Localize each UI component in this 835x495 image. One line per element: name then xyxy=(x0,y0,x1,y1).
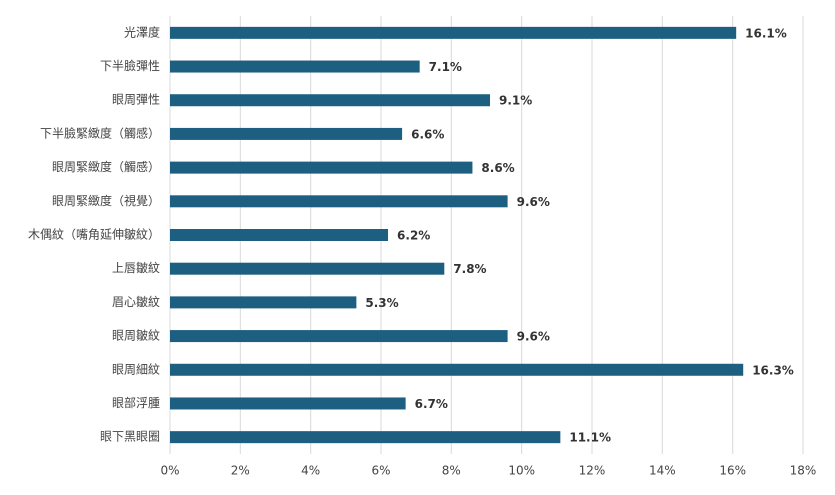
bar xyxy=(170,262,445,275)
bar xyxy=(170,363,744,376)
x-tick-label: 16% xyxy=(719,464,746,478)
bar xyxy=(170,397,406,410)
value-label: 8.6% xyxy=(481,161,514,175)
x-tick-label: 14% xyxy=(649,464,676,478)
bar xyxy=(170,161,473,174)
y-tick-label: 下半臉彈性 xyxy=(100,58,160,73)
value-label: 6.7% xyxy=(415,397,448,411)
y-tick-label: 光澤度 xyxy=(124,24,160,39)
y-tick-label: 眼周緊緻度（觸感） xyxy=(52,159,160,174)
value-label: 6.6% xyxy=(411,127,444,141)
bar xyxy=(170,195,508,208)
y-tick-label: 眼周細紋 xyxy=(112,362,160,376)
x-tick-label: 4% xyxy=(301,464,320,478)
value-label: 9.6% xyxy=(517,195,550,209)
y-tick-label: 眼周皺紋 xyxy=(112,329,160,343)
y-tick-label: 眼下黑眼圈 xyxy=(100,430,160,444)
x-tick-label: 8% xyxy=(442,464,461,478)
bar xyxy=(170,94,491,107)
y-tick-label: 眼周彈性 xyxy=(112,93,160,107)
y-tick-label: 下半臉緊緻度（觸感） xyxy=(40,125,160,140)
x-tick-label: 12% xyxy=(579,464,606,478)
bar xyxy=(170,229,389,241)
y-tick-label: 木偶紋（嘴角延伸皺紋） xyxy=(28,228,160,242)
value-label: 9.6% xyxy=(517,330,550,344)
value-label: 9.1% xyxy=(499,94,532,108)
x-tick-label: 10% xyxy=(508,464,535,478)
value-label: 11.1% xyxy=(569,431,611,445)
value-label: 16.3% xyxy=(752,363,794,377)
bar xyxy=(170,330,508,343)
bar xyxy=(170,60,420,73)
value-label: 7.8% xyxy=(453,262,486,276)
y-tick-label: 眼周緊緻度（視覺） xyxy=(52,193,160,208)
y-tick-label: 上唇皺紋 xyxy=(112,261,160,275)
value-label: 5.3% xyxy=(365,296,398,310)
x-tick-label: 0% xyxy=(160,464,179,478)
bar xyxy=(170,431,561,444)
bar xyxy=(170,296,357,309)
y-tick-label: 眼部浮腫 xyxy=(112,395,160,410)
bar xyxy=(170,26,737,39)
value-label: 7.1% xyxy=(429,60,462,74)
bar xyxy=(170,127,403,140)
x-tick-label: 6% xyxy=(371,464,390,478)
y-tick-label: 眉心皺紋 xyxy=(112,295,160,309)
value-label: 16.1% xyxy=(745,26,787,40)
value-label: 6.2% xyxy=(397,229,430,243)
x-tick-label: 2% xyxy=(231,464,250,478)
x-tick-label: 18% xyxy=(790,464,817,478)
